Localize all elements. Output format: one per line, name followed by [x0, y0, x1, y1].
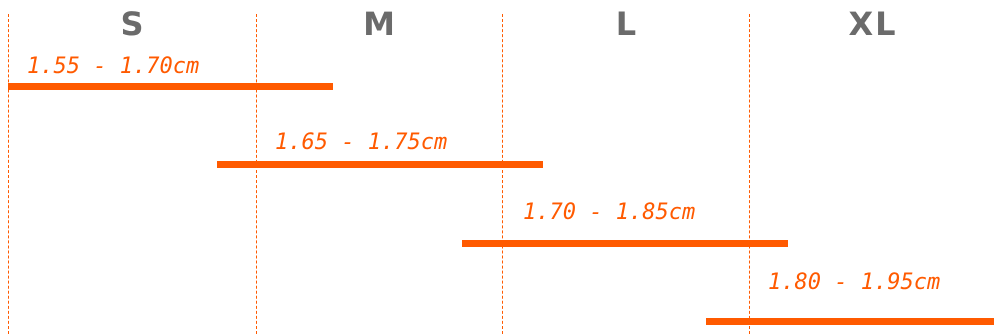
range-label-m: 1.65 - 1.75cm [275, 130, 448, 155]
range-bar-l [462, 240, 788, 247]
range-label-s: 1.55 - 1.70cm [27, 54, 200, 79]
column-divider [502, 14, 503, 334]
column-divider [256, 14, 257, 334]
range-bar-xl [706, 318, 994, 325]
range-bar-m [217, 161, 543, 168]
range-label-l: 1.70 - 1.85cm [523, 200, 696, 225]
size-header-m: M [363, 5, 397, 43]
size-header-l: L [615, 5, 639, 43]
size-header-s: S [120, 5, 146, 43]
range-label-xl: 1.80 - 1.95cm [768, 270, 941, 295]
range-bar-s [8, 83, 333, 90]
size-header-xl: XL [848, 5, 898, 43]
column-divider [8, 14, 9, 334]
column-divider [749, 14, 750, 334]
